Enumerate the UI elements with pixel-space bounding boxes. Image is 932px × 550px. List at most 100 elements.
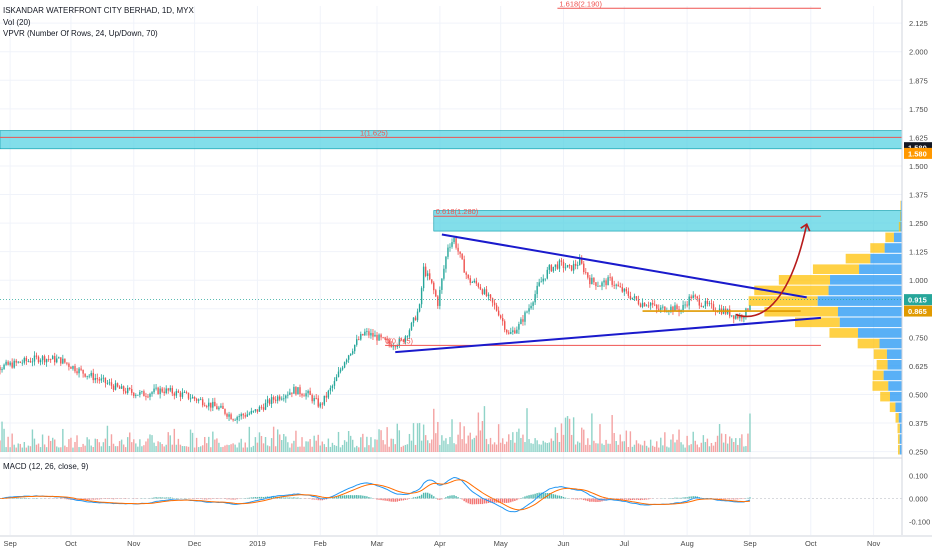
candle-body (246, 414, 248, 417)
candle-body (647, 305, 650, 307)
macd-label[interactable]: MACD (12, 26, close, 9) (3, 462, 89, 471)
candle-body (449, 246, 451, 248)
volume-bar (718, 424, 721, 452)
candle-body (524, 312, 526, 322)
macd-histogram-bar (635, 498, 638, 500)
volume-bar (457, 434, 459, 452)
macd-histogram-bar (351, 495, 354, 499)
candle-body (88, 375, 90, 377)
volume-bar (437, 421, 439, 452)
volume-bar (311, 446, 313, 452)
volume-bar (11, 433, 13, 452)
candle-body (501, 317, 504, 322)
vpvr-label[interactable]: VPVR (Number Of Rows, 24, Up/Down, 70) (3, 29, 158, 38)
macd-histogram-bar (574, 498, 577, 500)
time-tick-label: Oct (65, 539, 78, 548)
volume-bar (656, 441, 658, 452)
candle-body (118, 386, 121, 389)
candle-body (660, 307, 662, 310)
macd-histogram-bar (416, 496, 419, 499)
volume-bar (416, 423, 419, 452)
volume-bar (726, 443, 729, 452)
macd-histogram-bar (564, 497, 567, 499)
candle-body (497, 310, 500, 316)
volume-bar (481, 421, 484, 452)
volume-bar (570, 434, 573, 452)
price-tick-label: 2.125 (909, 19, 928, 28)
candle-body (621, 287, 623, 292)
volume-bar (574, 444, 577, 452)
price-tick-label: 1.875 (909, 76, 928, 85)
vpvr-row-down (754, 285, 829, 296)
volume-bar (512, 432, 514, 452)
candle-body (114, 383, 117, 390)
volume-bar (228, 445, 230, 452)
macd-histogram-bar (627, 498, 630, 500)
candle-body (739, 315, 741, 319)
candle-body (169, 388, 171, 391)
macd-histogram-bar (74, 498, 76, 500)
volume-bar (183, 446, 186, 452)
volume-bar (86, 437, 88, 452)
volume-bar (129, 432, 131, 452)
candle-body (607, 277, 609, 286)
candle-body (581, 258, 583, 264)
volume-bar (131, 442, 133, 452)
time-tick-label: Jun (557, 539, 569, 548)
fib-label: 0.618(1.280) (436, 207, 479, 216)
volume-bar (126, 437, 129, 452)
candle-body (262, 407, 265, 410)
candle-body (19, 361, 21, 363)
candle-body (643, 302, 646, 307)
macd-histogram-bar (690, 496, 692, 499)
macd-histogram-bar (400, 498, 403, 501)
vpvr-profile (748, 200, 902, 455)
volume-bar (410, 440, 413, 452)
macd-histogram-bar (380, 498, 382, 501)
candle-body (737, 315, 739, 319)
volume-bar (506, 441, 508, 452)
candle-body (520, 319, 522, 325)
volume-bar (542, 440, 544, 452)
macd-histogram-bar (287, 497, 289, 499)
vpvr-row-up (900, 221, 902, 232)
candle-body (702, 306, 705, 307)
volume-bar (372, 447, 374, 452)
macd-histogram-bar (749, 497, 751, 499)
macd-histogram-bar (420, 494, 423, 499)
volume-label[interactable]: Vol (20) (3, 18, 31, 27)
volume-bar (17, 443, 19, 452)
candle-body (208, 402, 210, 407)
volume-bar (603, 444, 605, 452)
macd-histogram-bar (491, 498, 494, 503)
volume-bar (187, 446, 190, 452)
macd-histogram-bar (201, 498, 204, 500)
candle-body (242, 414, 244, 416)
volume-bar (49, 440, 52, 452)
volume-bar (585, 444, 587, 452)
candle-body (291, 392, 293, 394)
macd-histogram-bar (11, 497, 13, 499)
candle-body (210, 402, 212, 408)
volume-bar (349, 435, 352, 452)
candle-body (364, 331, 366, 336)
candle-body (17, 361, 19, 363)
candle-body (692, 295, 694, 299)
candle-body (672, 306, 674, 312)
macd-histogram-bar (534, 493, 536, 499)
vpvr-row-down (778, 275, 831, 285)
candle-body (236, 417, 238, 420)
volume-bar (68, 439, 70, 452)
candle-body (323, 395, 326, 405)
macd-histogram-bar (514, 498, 516, 501)
vpvr-row-up (893, 232, 902, 243)
candle-body (658, 308, 660, 310)
candle-body (408, 330, 411, 337)
volume-bar (137, 446, 139, 452)
candle-body (33, 355, 36, 362)
candle-body (58, 357, 60, 359)
volume-bar (191, 432, 194, 452)
volume-bar (487, 444, 490, 452)
volume-bar (441, 435, 443, 452)
